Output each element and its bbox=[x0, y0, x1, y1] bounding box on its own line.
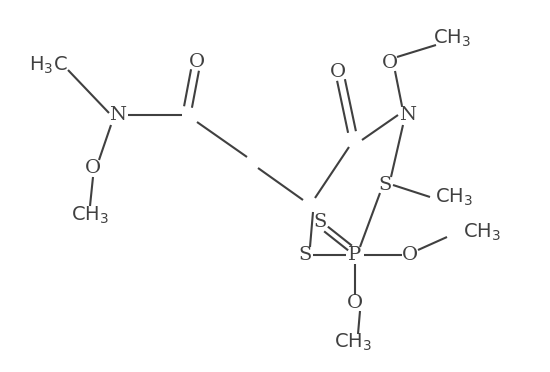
Text: O: O bbox=[85, 159, 101, 177]
Text: O: O bbox=[189, 53, 205, 71]
Text: $\mathsf{CH_3}$: $\mathsf{CH_3}$ bbox=[433, 28, 471, 49]
Text: O: O bbox=[402, 246, 418, 264]
Text: N: N bbox=[109, 106, 126, 124]
Text: S: S bbox=[299, 246, 312, 264]
Text: S: S bbox=[378, 176, 392, 194]
Text: $\mathsf{CH_3}$: $\mathsf{CH_3}$ bbox=[71, 204, 109, 226]
Text: O: O bbox=[330, 63, 346, 81]
Text: P: P bbox=[348, 246, 362, 264]
Text: $\mathsf{CH_3}$: $\mathsf{CH_3}$ bbox=[435, 186, 473, 208]
Text: O: O bbox=[347, 294, 363, 312]
Text: N: N bbox=[399, 106, 416, 124]
Text: $\mathsf{CH_3}$: $\mathsf{CH_3}$ bbox=[463, 221, 501, 243]
Text: $\mathsf{CH_3}$: $\mathsf{CH_3}$ bbox=[334, 331, 372, 353]
Text: $\mathsf{H_3C}$: $\mathsf{H_3C}$ bbox=[29, 54, 67, 76]
Text: O: O bbox=[382, 54, 398, 72]
Text: S: S bbox=[314, 213, 327, 231]
